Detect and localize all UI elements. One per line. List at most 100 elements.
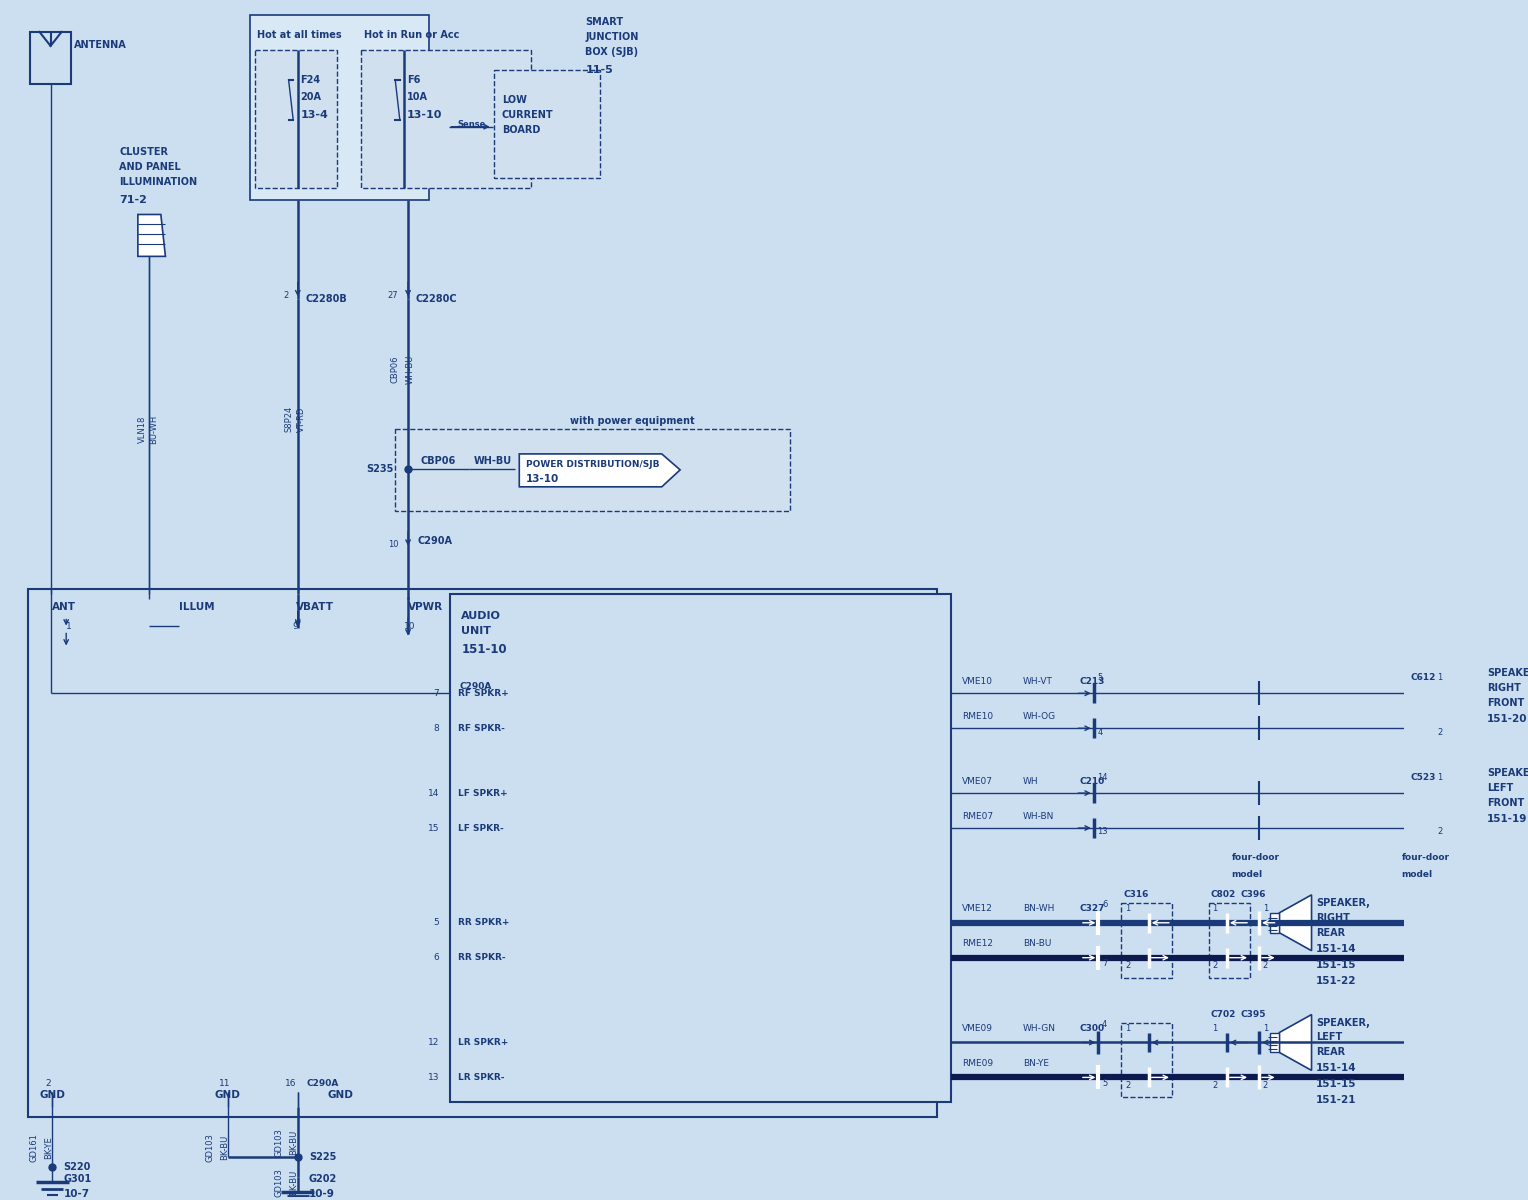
Polygon shape: [138, 215, 165, 257]
Text: SPEAKER,: SPEAKER,: [1316, 1018, 1371, 1027]
Text: 20A: 20A: [301, 91, 321, 102]
Text: 13-10: 13-10: [406, 109, 443, 120]
Text: 2: 2: [1262, 1081, 1268, 1090]
Text: 11: 11: [219, 1079, 231, 1088]
Text: 27: 27: [388, 290, 399, 300]
Text: GND: GND: [40, 1091, 66, 1100]
FancyBboxPatch shape: [255, 50, 338, 187]
Text: 10-7: 10-7: [64, 1189, 90, 1199]
Text: four-door: four-door: [1401, 853, 1450, 863]
Text: 2: 2: [44, 1079, 50, 1088]
Text: GD161: GD161: [29, 1133, 38, 1162]
Text: BU-WH: BU-WH: [150, 414, 157, 444]
Text: BN-WH: BN-WH: [1022, 905, 1054, 913]
Text: RME09: RME09: [963, 1058, 993, 1068]
Text: LEFT: LEFT: [1316, 1032, 1343, 1043]
Text: C210: C210: [1080, 776, 1105, 786]
Text: 151-15: 151-15: [1316, 960, 1357, 970]
Text: CBP06: CBP06: [391, 355, 400, 383]
Text: 2: 2: [1262, 961, 1268, 970]
Text: 2: 2: [1125, 961, 1131, 970]
Text: C612: C612: [1410, 673, 1436, 682]
Text: FRONT: FRONT: [1487, 798, 1525, 808]
Text: WH-GN: WH-GN: [1022, 1024, 1056, 1033]
Text: ANTENNA: ANTENNA: [75, 40, 127, 50]
Text: 10A: 10A: [406, 91, 428, 102]
FancyBboxPatch shape: [1270, 913, 1279, 932]
Text: 15: 15: [428, 823, 440, 833]
Text: LEFT: LEFT: [1487, 784, 1513, 793]
Text: GD103: GD103: [205, 1133, 214, 1162]
Text: C2280C: C2280C: [416, 294, 457, 305]
Text: BOX (SJB): BOX (SJB): [585, 47, 639, 56]
FancyBboxPatch shape: [1270, 1032, 1279, 1052]
Text: RF SPKR-: RF SPKR-: [458, 724, 504, 733]
Text: 13-4: 13-4: [301, 109, 329, 120]
Text: WH-VT: WH-VT: [1022, 677, 1053, 686]
Text: SPEAKER,: SPEAKER,: [1487, 668, 1528, 678]
Text: CURRENT: CURRENT: [501, 109, 553, 120]
Text: RME07: RME07: [963, 811, 993, 821]
Text: C523: C523: [1410, 773, 1436, 781]
Text: VME10: VME10: [963, 677, 993, 686]
FancyBboxPatch shape: [361, 50, 532, 187]
Text: 10-9: 10-9: [309, 1189, 335, 1199]
Text: 10: 10: [388, 540, 399, 550]
Text: S220: S220: [64, 1162, 90, 1172]
Polygon shape: [1450, 766, 1482, 821]
Text: BN-YE: BN-YE: [1022, 1058, 1048, 1068]
FancyBboxPatch shape: [1441, 784, 1450, 803]
Text: 1: 1: [1438, 773, 1442, 781]
Text: JUNCTION: JUNCTION: [585, 32, 639, 42]
Polygon shape: [1450, 665, 1482, 721]
Text: BK-BU: BK-BU: [290, 1129, 298, 1154]
Text: 1: 1: [1212, 905, 1218, 913]
Text: RME12: RME12: [963, 940, 993, 948]
Text: LOW: LOW: [501, 95, 527, 104]
Text: RF SPKR+: RF SPKR+: [458, 689, 509, 698]
Text: 151-10: 151-10: [461, 643, 507, 656]
Text: WH-OG: WH-OG: [1022, 712, 1056, 721]
Text: F6: F6: [406, 74, 420, 85]
Text: BN-BU: BN-BU: [1022, 940, 1051, 948]
Text: 12: 12: [428, 1038, 440, 1046]
Text: BK-YE: BK-YE: [44, 1136, 53, 1159]
Text: LR SPKR+: LR SPKR+: [458, 1038, 509, 1046]
FancyBboxPatch shape: [28, 588, 938, 1117]
Text: VPWR: VPWR: [408, 601, 443, 612]
Text: RME10: RME10: [963, 712, 993, 721]
Text: LF SPKR+: LF SPKR+: [458, 788, 507, 798]
Text: ILLUM: ILLUM: [179, 601, 215, 612]
Text: 151-15: 151-15: [1316, 1079, 1357, 1090]
Text: G202: G202: [309, 1174, 338, 1184]
Text: 13: 13: [428, 1073, 440, 1082]
Text: 1: 1: [1125, 905, 1131, 913]
Text: CLUSTER: CLUSTER: [119, 146, 168, 157]
Text: 151-21: 151-21: [1316, 1096, 1357, 1105]
Text: RR SPKR-: RR SPKR-: [458, 953, 506, 962]
Text: 2: 2: [1212, 1081, 1218, 1090]
Text: 8: 8: [434, 724, 440, 733]
Text: 1: 1: [1438, 673, 1442, 682]
Text: 7: 7: [1102, 959, 1108, 968]
Text: RR SPKR+: RR SPKR+: [458, 918, 509, 928]
Text: C290A: C290A: [460, 682, 492, 691]
FancyBboxPatch shape: [451, 594, 952, 1103]
Text: REAR: REAR: [1316, 928, 1345, 937]
Text: 5: 5: [1102, 1079, 1108, 1088]
Text: 6: 6: [1102, 900, 1108, 910]
Text: 2: 2: [1438, 727, 1442, 737]
Text: FRONT: FRONT: [1487, 698, 1525, 708]
Text: 13-10: 13-10: [526, 474, 559, 484]
Text: SMART: SMART: [585, 17, 623, 26]
FancyBboxPatch shape: [1441, 683, 1450, 703]
Text: AND PANEL: AND PANEL: [119, 162, 182, 172]
Text: Hot at all times: Hot at all times: [257, 30, 342, 40]
Text: 1: 1: [1212, 1024, 1218, 1033]
Text: GND: GND: [215, 1091, 241, 1100]
Text: C290A: C290A: [307, 1079, 339, 1088]
FancyBboxPatch shape: [495, 70, 601, 178]
Text: 151-14: 151-14: [1316, 943, 1357, 954]
Text: 9: 9: [292, 622, 298, 631]
Text: RIGHT: RIGHT: [1316, 913, 1351, 923]
